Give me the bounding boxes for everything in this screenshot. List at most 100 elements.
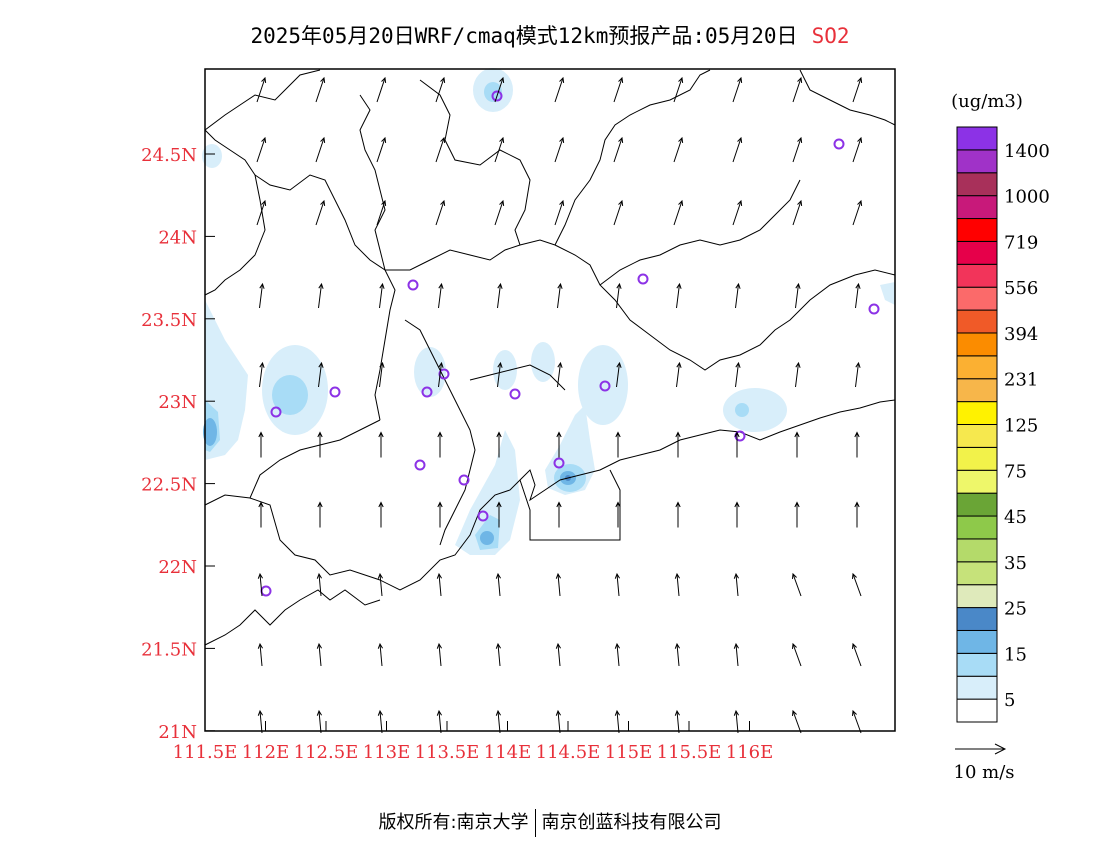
wind-arrow (554, 76, 565, 103)
lat-tick-label: 24N (158, 227, 197, 248)
station-marker[interactable] (260, 585, 272, 597)
wind-arrow (851, 642, 862, 667)
so2-patch (735, 403, 749, 417)
colorbar-swatch (956, 698, 998, 723)
colorbar-tick-label: 15 (1004, 644, 1027, 665)
wind-arrow (616, 282, 622, 309)
colorbar-swatch (956, 561, 998, 586)
map-frame (204, 68, 896, 732)
colorbar-swatch (956, 584, 998, 609)
station-marker[interactable] (421, 386, 433, 398)
wind-arrow (437, 501, 443, 528)
wind-arrow (855, 361, 861, 388)
wind-arrow (615, 501, 621, 528)
colorbar-tick-label: 45 (1004, 507, 1027, 528)
station-marker[interactable] (407, 279, 419, 291)
station-marker[interactable] (477, 510, 489, 522)
title-pollutant: SO2 (811, 24, 850, 48)
wind-arrow (852, 199, 863, 226)
city-boundary (254, 174, 396, 421)
wind-arrow (259, 282, 265, 309)
station-marker[interactable] (414, 459, 426, 471)
so2-patch (723, 388, 787, 432)
city-boundary (419, 79, 531, 246)
wind-arrow (256, 76, 267, 103)
wind-arrow (791, 709, 802, 734)
wind-arrow (675, 501, 681, 528)
colorbar: 5 15 25 35 45 75 125 231 394 556 719 1000 1400 (956, 126, 1050, 723)
wind-arrow (377, 642, 384, 667)
colorbar-swatch (956, 538, 998, 563)
wind-arrow (436, 709, 443, 734)
wind-arrow (794, 431, 800, 458)
city-boundary (249, 419, 381, 499)
wind-arrow (437, 431, 443, 458)
wind-arrow (438, 282, 444, 309)
colorbar-tick-label: 125 (1004, 416, 1038, 437)
station-marker[interactable] (491, 90, 503, 102)
station-marker[interactable] (270, 406, 282, 418)
wind-arrow (616, 361, 622, 388)
station-marker[interactable] (553, 457, 565, 469)
colorbar-swatch (956, 218, 998, 242)
lon-tick-label: 113.5E (415, 742, 480, 763)
station-marker[interactable] (458, 474, 470, 486)
wind-arrow (257, 572, 264, 597)
wind-arrow (855, 282, 861, 309)
colorbar-swatch (956, 332, 998, 357)
wind-arrow (791, 642, 802, 667)
wind-arrow (258, 431, 264, 458)
footer-left: 版权所有:南京大学 (378, 812, 529, 833)
wind-arrow (613, 199, 624, 226)
wind-arrow (497, 361, 503, 388)
station-marker[interactable] (509, 388, 521, 400)
colorbar-swatch (956, 263, 998, 288)
wind-arrow (376, 136, 387, 163)
lat-tick-label: 23.5N (141, 310, 197, 331)
wind-arrow (316, 572, 323, 597)
wind-arrow (318, 361, 324, 388)
station-marker[interactable] (833, 138, 845, 150)
lat-tick-label: 22N (158, 557, 197, 578)
station-marker[interactable] (329, 386, 341, 398)
station-marker[interactable] (599, 380, 611, 392)
wind-arrow (613, 136, 624, 163)
colorbar-swatch (956, 126, 998, 151)
wind-arrow (792, 76, 803, 103)
wind-arrow (317, 501, 323, 528)
lon-tick-label: 112.5E (294, 742, 359, 763)
wind-arrow (256, 199, 267, 226)
wind-arrow (259, 361, 265, 388)
wind-arrow (674, 572, 681, 597)
so2-patch (578, 345, 628, 425)
wind-arrow (673, 76, 684, 103)
wind-arrow (555, 572, 562, 597)
wind-arrow (555, 709, 562, 734)
city-boundary (519, 469, 621, 541)
so2-patch (202, 144, 222, 168)
lat-tick-label: 22.5N (141, 475, 197, 496)
wind-arrow (674, 642, 681, 667)
wind-arrow (675, 431, 681, 458)
wind-arrow (377, 709, 384, 734)
wind-arrow (556, 501, 562, 528)
wind-arrow (376, 76, 387, 103)
lat-tick-label: 21.5N (141, 639, 197, 660)
province-boundary (204, 69, 321, 131)
wind-arrow (317, 431, 323, 458)
wind-arrow (733, 642, 740, 667)
station-marker[interactable] (868, 303, 880, 315)
so2-patch (531, 342, 555, 382)
wind-arrow (557, 282, 563, 309)
wind-arrow (791, 572, 802, 597)
station-marker[interactable] (438, 368, 450, 380)
footer: 版权所有:南京大学 南京创蓝科技有限公司 (0, 808, 1100, 837)
lat-tick-label: 21N (158, 722, 197, 743)
colorbar-swatch (956, 355, 998, 380)
colorbar-swatch (956, 401, 998, 426)
wind-arrow (495, 709, 502, 734)
station-marker[interactable] (637, 273, 649, 285)
colorbar-swatch (956, 286, 998, 311)
colorbar-swatch (956, 469, 998, 494)
wind-arrow (438, 361, 444, 388)
